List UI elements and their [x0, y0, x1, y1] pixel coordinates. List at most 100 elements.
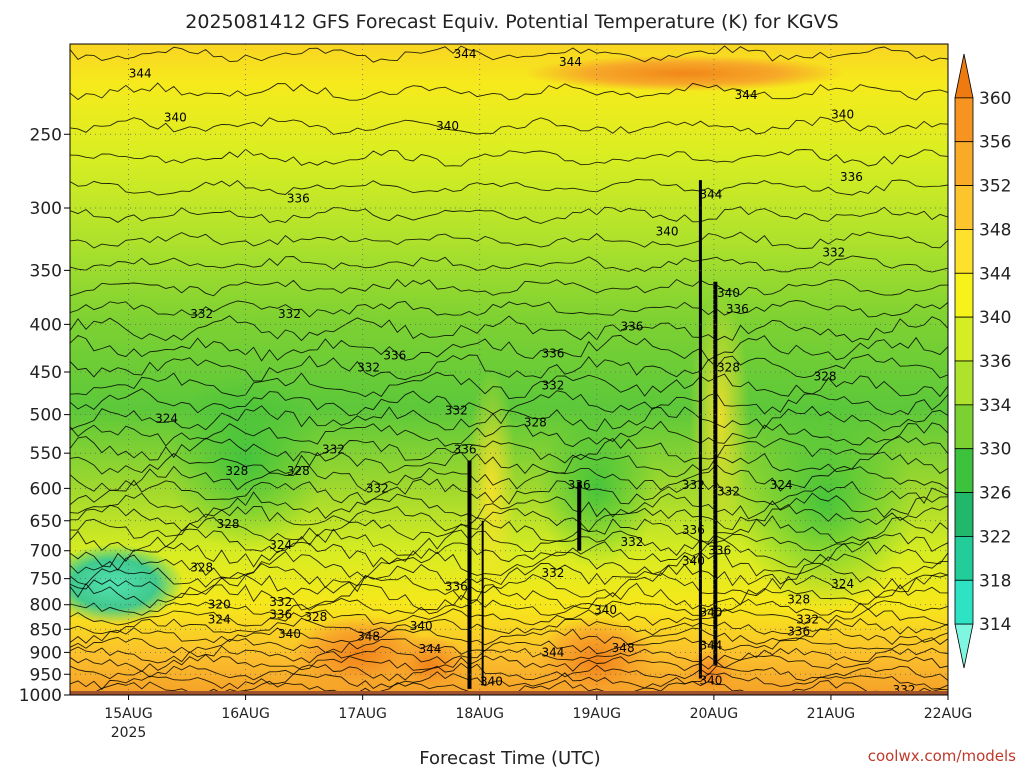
- contour-line: [70, 562, 948, 590]
- contour-label: 332: [357, 360, 380, 374]
- contour-label: 336: [708, 544, 731, 558]
- contour-label: 340: [594, 603, 617, 617]
- contour-label: 340: [699, 605, 722, 619]
- contour-label: 344: [699, 639, 722, 653]
- contour-label: 344: [699, 187, 722, 201]
- contour-label: 340: [410, 619, 433, 633]
- colorbar-segment: [954, 185, 974, 230]
- contour-label: 336: [445, 580, 468, 594]
- contour-label: 332: [190, 307, 213, 321]
- contour-line: [70, 539, 948, 568]
- contour-label: 328: [190, 561, 213, 575]
- y-tick-label: 950: [30, 665, 62, 685]
- contour-line: [70, 255, 948, 273]
- contour-line: [70, 662, 948, 682]
- y-tick-label: 900: [30, 643, 62, 663]
- contour-line: [70, 491, 948, 520]
- x-tick-sublabel: 2025: [111, 725, 147, 741]
- contour-line: [70, 597, 948, 616]
- colorbar-tick-label: 326: [979, 484, 1011, 504]
- contour-label: 332: [541, 378, 564, 392]
- contour-line: [70, 463, 948, 492]
- y-tick-label: 850: [30, 620, 62, 640]
- contour-label: 340: [717, 286, 740, 300]
- y-tick-label: 250: [30, 125, 62, 145]
- contour-label: 340: [436, 119, 459, 133]
- contour-label: 332: [445, 404, 468, 418]
- ground-surface: [70, 691, 948, 695]
- contour-label: 332: [366, 481, 389, 495]
- y-axis: 250 300 350 400 450 500 550 600 650 700 750 800 850 9…: [19, 125, 70, 706]
- contour-label: 340: [682, 554, 705, 568]
- x-tick-label: 21AUG: [807, 706, 856, 722]
- contour-label: 336: [269, 608, 292, 622]
- contour-label: 344: [559, 55, 582, 69]
- contour-label: 332: [322, 442, 345, 456]
- contour-label: 344: [419, 642, 442, 656]
- colorbar-segment: [954, 360, 974, 406]
- contour-label: 328: [787, 593, 810, 607]
- colorbar-tick-label: 348: [979, 220, 1011, 240]
- contour-line: [70, 278, 948, 297]
- contour-label: 324: [155, 412, 178, 426]
- colorbar-segment: [954, 316, 974, 362]
- contour-label: 344: [454, 47, 477, 61]
- contour-label: 324: [208, 613, 231, 627]
- x-tick-label: 15AUG: [104, 706, 153, 722]
- contour-label: 332: [796, 613, 819, 627]
- contour-label: 336: [787, 625, 810, 639]
- contour-line: [70, 45, 948, 63]
- field-shading: [70, 55, 916, 695]
- colorbar-tick-label: 344: [979, 264, 1011, 284]
- y-tick-label: 400: [30, 315, 62, 335]
- contour-label: 328: [287, 464, 310, 478]
- contour-label: 336: [568, 478, 591, 492]
- colorbar-segment: [954, 229, 974, 274]
- x-tick-label: 22AUG: [924, 706, 973, 722]
- contour-label: 340: [480, 674, 503, 688]
- shade-blob: [389, 635, 470, 695]
- shade-blob: [70, 544, 184, 624]
- contour-line: [70, 550, 948, 579]
- contour-line: [70, 451, 948, 478]
- y-tick-label: 800: [30, 596, 62, 616]
- contour-label: 332: [682, 478, 705, 492]
- contour-line: [70, 608, 948, 627]
- contour-label: 332: [620, 535, 643, 549]
- contour-label: 344: [541, 645, 564, 659]
- contour-label: 332: [893, 683, 916, 697]
- contour-label: 324: [831, 577, 854, 591]
- x-tick-label: 17AUG: [338, 706, 387, 722]
- contour-label: 320: [208, 598, 231, 612]
- shade-blob: [524, 55, 845, 92]
- x-tick-label: 19AUG: [573, 706, 622, 722]
- contour-line: [70, 617, 948, 636]
- plot-frame: [69, 43, 949, 696]
- contour-label: 344: [735, 88, 758, 102]
- colorbar-cap-top: [954, 53, 974, 99]
- contour-label: 328: [225, 464, 248, 478]
- contour-label: 328: [717, 360, 740, 374]
- shade-blob: [165, 370, 326, 551]
- contour-labels: 3443403363443403443443403363323403443403…: [129, 47, 916, 697]
- shade-blob: [466, 368, 517, 609]
- colorbar-tick-label: 330: [979, 440, 1011, 460]
- x-tick-label: 16AUG: [221, 706, 270, 722]
- contour-label: 328: [814, 369, 837, 383]
- contour-label: 340: [278, 627, 301, 641]
- colorbar-segment: [954, 536, 974, 581]
- colorbar-segment: [954, 141, 974, 186]
- contour-line: [70, 405, 948, 432]
- contour-line: [70, 582, 948, 611]
- colorbar-tick-label: 360: [979, 89, 1011, 109]
- colorbar-tick-label: 318: [979, 571, 1011, 591]
- contour-lines: [70, 45, 948, 694]
- x-tick-label: 20AUG: [690, 706, 739, 722]
- contour-line: [70, 82, 948, 101]
- x-tick-label: 18AUG: [455, 706, 504, 722]
- contour-line: [70, 436, 948, 464]
- contour-label: 336: [454, 442, 477, 456]
- contour-line: [70, 231, 948, 249]
- colorbar-tick-label: 314: [979, 615, 1011, 635]
- colorbar: 360 356 352 348 344 340 336 334 330 326 322 318 314: [954, 53, 1011, 669]
